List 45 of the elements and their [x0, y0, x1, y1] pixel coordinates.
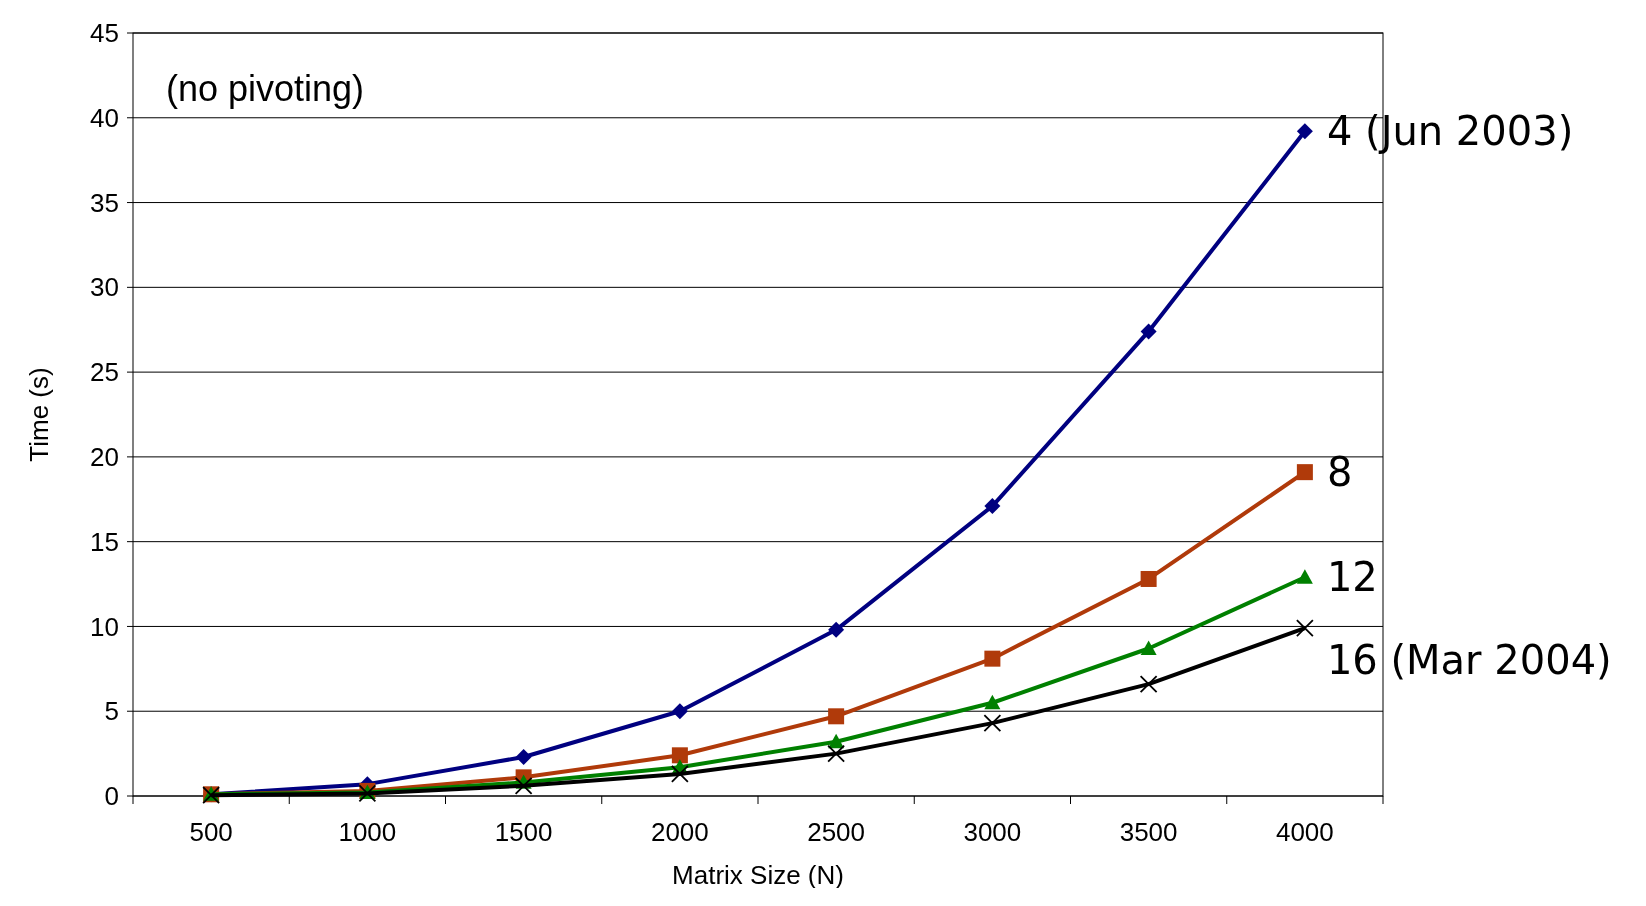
y-tick-label: 0 — [104, 781, 119, 812]
y-tick-label: 25 — [90, 357, 119, 388]
x-tick-label: 1500 — [494, 817, 553, 847]
y-axis-title: Time (s) — [24, 367, 54, 462]
point — [828, 733, 845, 749]
series-label: 8 — [1326, 449, 1353, 496]
series-label: 16 (Mar 2004) — [1326, 637, 1612, 684]
x-tick-label: 4000 — [1275, 817, 1334, 847]
point — [1296, 123, 1313, 140]
annotation: (no pivoting) — [166, 68, 365, 109]
x-tick-label: 3000 — [963, 817, 1022, 847]
point — [1140, 640, 1157, 655]
point — [1140, 570, 1157, 587]
point — [1296, 464, 1313, 481]
y-tick-label: 20 — [90, 441, 119, 472]
x-tick-label: 1000 — [338, 817, 397, 847]
point — [671, 747, 688, 764]
y-tick-label: 35 — [90, 187, 119, 218]
series-label: 4 (Jun 2003) — [1326, 108, 1574, 155]
point — [1296, 569, 1313, 584]
x-tick-label: 2000 — [650, 817, 709, 847]
point — [670, 765, 689, 783]
x-tick-label: 2500 — [807, 817, 866, 847]
point — [984, 498, 1001, 515]
point — [983, 714, 1002, 732]
point — [827, 744, 846, 763]
point — [514, 776, 533, 795]
point — [1140, 323, 1157, 340]
point — [1139, 675, 1158, 693]
point — [984, 694, 1001, 710]
point — [515, 749, 532, 765]
point — [828, 621, 845, 638]
point — [671, 703, 688, 720]
point — [828, 708, 845, 725]
x-tick-label: 500 — [189, 817, 233, 847]
point — [1295, 619, 1314, 638]
point — [984, 650, 1001, 667]
x-tick-label: 3500 — [1119, 817, 1178, 847]
y-tick-label: 10 — [90, 611, 119, 642]
y-tick-label: 40 — [90, 102, 119, 133]
series-label: 12 — [1326, 554, 1378, 601]
y-tick-label: 30 — [90, 272, 119, 303]
y-tick-label: 15 — [90, 526, 119, 557]
y-tick-label: 45 — [90, 18, 119, 49]
y-tick-label: 5 — [104, 696, 119, 727]
